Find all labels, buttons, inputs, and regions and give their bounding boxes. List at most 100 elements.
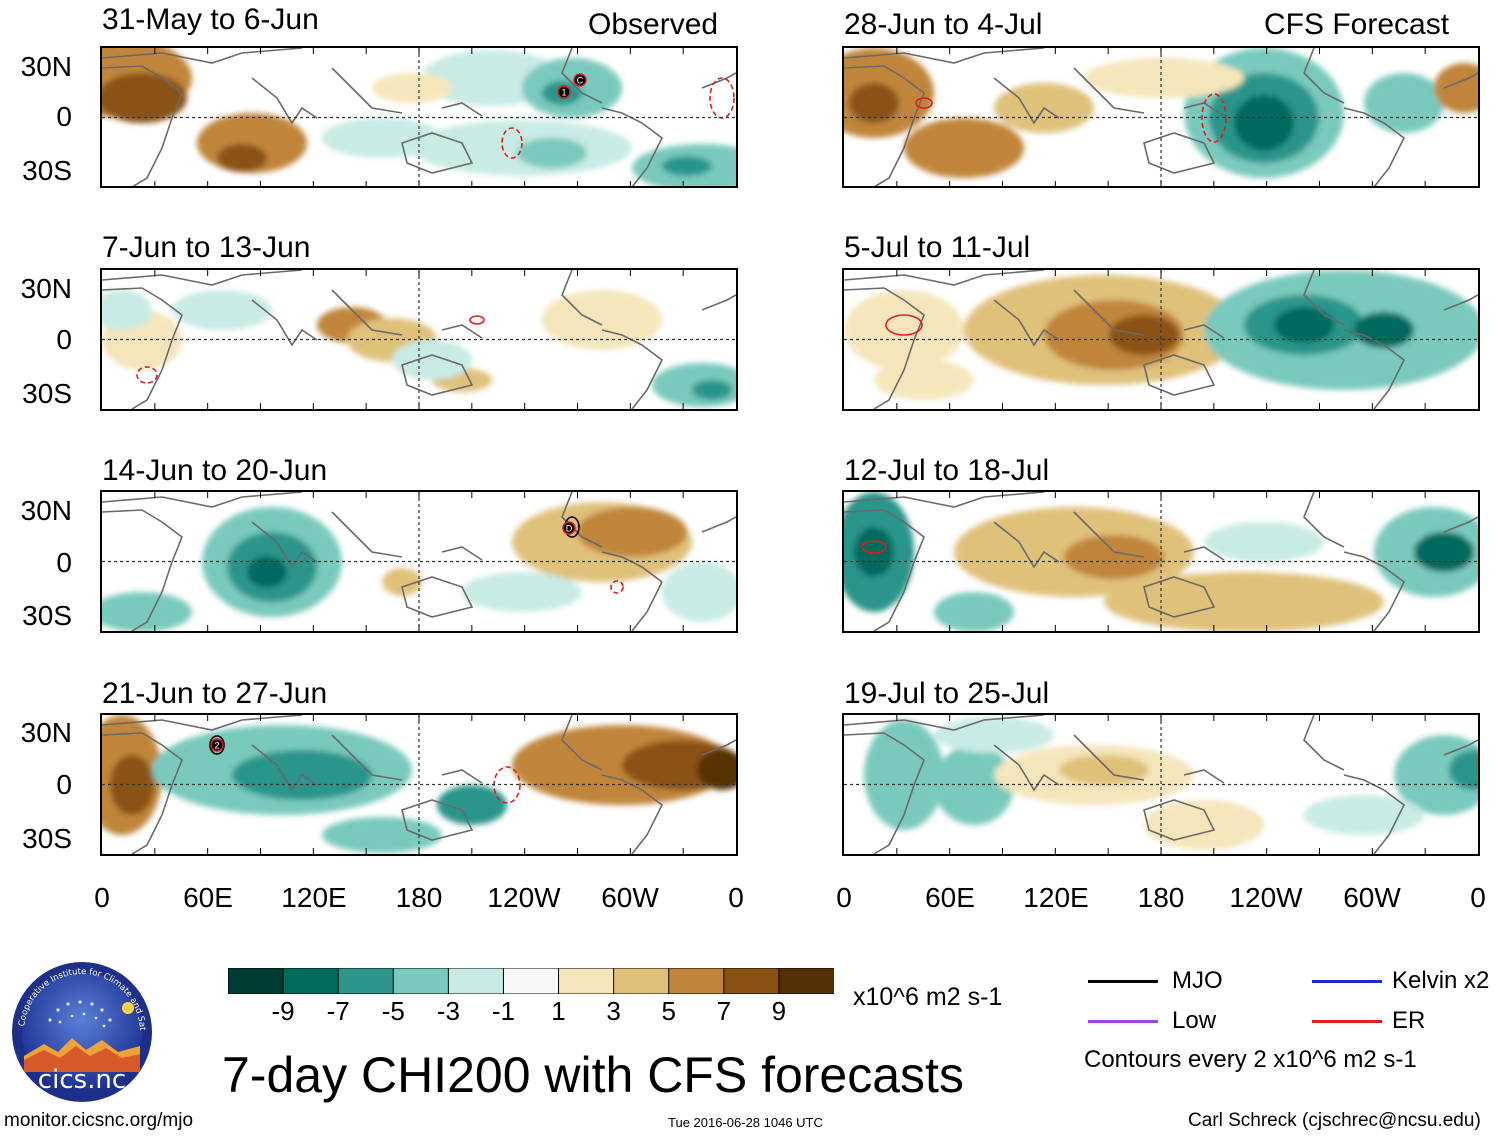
- anomaly-region: [542, 290, 662, 350]
- coastline: [1303, 492, 1345, 548]
- coastline: [102, 732, 183, 854]
- coastline: [844, 715, 1045, 731]
- anomaly-region: [1204, 522, 1324, 562]
- coastline: [844, 492, 1045, 508]
- coastline: [1443, 294, 1478, 311]
- anomaly-region: [437, 785, 507, 825]
- lat-30s-label: 30S: [22, 600, 72, 631]
- lon-label-60w: 60W: [601, 882, 659, 913]
- coastlines: [102, 48, 736, 186]
- lat-0-label: 0: [56, 101, 72, 132]
- coastline: [401, 799, 474, 841]
- map-graphic: 2: [102, 715, 736, 854]
- footer-author: Carl Schreck (cjschrec@ncsu.edu): [1188, 1110, 1481, 1131]
- coastline: [993, 77, 1060, 125]
- legend-er-label: ER: [1392, 1007, 1426, 1034]
- lon-label-60e: 60E: [925, 882, 975, 913]
- lat-30n-label: 30N: [20, 273, 72, 304]
- coastline: [701, 72, 736, 89]
- main-title: 7-day CHI200 with CFS forecasts: [222, 1047, 964, 1103]
- anomaly-region: [102, 73, 187, 123]
- coastline: [993, 744, 1060, 792]
- anomaly-shading: [102, 290, 736, 407]
- coastline: [1343, 329, 1406, 409]
- coastline: [1183, 769, 1225, 784]
- panel-title-8: 19-Jul to 25-Jul: [844, 677, 1050, 710]
- colorbar-swatch: [392, 967, 450, 995]
- colorbar-tick-label: -3: [436, 996, 460, 1026]
- lon-label-0: 0: [1470, 882, 1486, 913]
- anomaly-region: [1104, 572, 1384, 631]
- colorbar-graphic: [227, 967, 836, 995]
- anomaly-shading: [844, 48, 1478, 178]
- legend-mjo-label: MJO: [1172, 967, 1223, 994]
- observed-header: Observed: [588, 8, 719, 41]
- coastline: [251, 77, 318, 125]
- cics-logo-graphic: cics.nc Cooperative Institute for Climat…: [7, 953, 152, 1102]
- anomaly-region: [1304, 795, 1424, 835]
- coastline: [601, 551, 664, 631]
- anomaly-region: [1059, 755, 1149, 785]
- anomaly-region: [864, 720, 944, 830]
- coastline: [1443, 739, 1478, 756]
- anomaly-shading: [864, 717, 1478, 850]
- coastline: [1073, 289, 1145, 336]
- anomaly-region: [322, 118, 442, 158]
- coastline: [441, 769, 483, 784]
- coastline: [102, 48, 303, 64]
- colorbar-tick-label: -7: [326, 996, 350, 1026]
- coastline: [1143, 576, 1216, 618]
- coastline: [102, 65, 183, 186]
- coastline: [1343, 107, 1406, 186]
- anomaly-region: [854, 527, 894, 577]
- event-marker: [557, 85, 571, 99]
- coastline: [561, 270, 603, 326]
- wave-contour: [469, 315, 485, 325]
- map-graphic: [844, 48, 1478, 186]
- coastline: [561, 48, 603, 104]
- anomaly-region: [1064, 535, 1164, 579]
- coastlines: [844, 492, 1478, 631]
- coastline: [251, 521, 318, 569]
- anomaly-region: [322, 817, 442, 853]
- anomaly-region: [382, 568, 422, 596]
- coastline: [1443, 516, 1478, 533]
- lon-label-180: 180: [395, 882, 443, 913]
- anomaly-region: [1234, 95, 1294, 151]
- map-graphic: 1C: [102, 48, 736, 186]
- map-panel-5: [842, 46, 1480, 188]
- lat-0-label: 0: [56, 547, 72, 578]
- anomaly-region: [392, 340, 472, 380]
- anomaly-region: [934, 717, 1054, 753]
- coastline: [1143, 354, 1216, 396]
- map-panel-4: 2: [100, 713, 738, 856]
- coastline: [844, 48, 1045, 64]
- anomaly-region: [372, 73, 452, 103]
- anomaly-shading: [102, 48, 736, 186]
- lon-label-120w: 120W: [487, 882, 561, 913]
- panel-title-2: 7-Jun to 13-Jun: [102, 231, 311, 264]
- footer-url[interactable]: monitor.cicsnc.org/mjo: [4, 1110, 194, 1131]
- anomaly-region: [1274, 307, 1334, 343]
- coastlines: [102, 270, 736, 409]
- colorbar-swatch: [282, 967, 340, 995]
- colorbar-tick-label: -1: [491, 996, 516, 1026]
- colorbar-tick-label: 7: [716, 996, 732, 1026]
- wave-contour: [209, 735, 225, 755]
- coastlines: [102, 492, 736, 631]
- coastline: [102, 492, 303, 508]
- map-panel-3: D: [100, 490, 738, 633]
- colorbar-swatch: [613, 967, 670, 995]
- anomaly-region: [692, 380, 732, 400]
- anomaly-region: [462, 572, 582, 612]
- panel-title-7: 12-Jul to 18-Jul: [844, 454, 1050, 487]
- map-graphic: [844, 492, 1478, 631]
- wave-contour: [709, 77, 735, 119]
- coastline: [331, 289, 403, 336]
- anomaly-region: [217, 144, 267, 172]
- coastline: [1183, 324, 1225, 339]
- coastline: [441, 546, 483, 561]
- colorbar-tick-label: 5: [661, 996, 676, 1026]
- lat-30s-label: 30S: [22, 155, 72, 186]
- map-panel-6: [842, 268, 1480, 411]
